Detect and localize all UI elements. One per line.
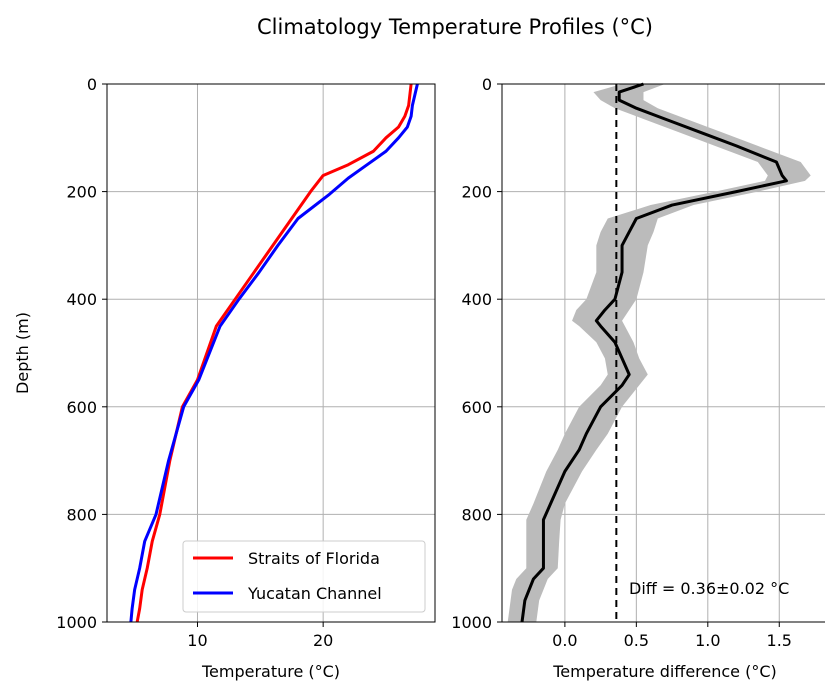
legend-label-straits: Straits of Florida xyxy=(248,549,380,568)
left-y-ticks: 0 200 400 600 800 1000 xyxy=(56,75,107,632)
left-plot-background xyxy=(107,84,435,622)
x-tick-label: 1.5 xyxy=(767,631,792,650)
series-difference-line xyxy=(520,82,788,623)
series-straits-of-florida-line xyxy=(135,83,413,623)
x-tick-label: 1.0 xyxy=(695,631,720,650)
right-plot-frame xyxy=(501,83,825,623)
y-tick-label: 400 xyxy=(461,290,492,309)
y-tick-label: 400 xyxy=(66,290,97,309)
y-tick-label: 800 xyxy=(66,505,97,524)
diff-annotation: Diff = 0.36±0.02 °C xyxy=(629,579,789,598)
x-tick-label: 0.0 xyxy=(552,631,577,650)
y-tick-label: 200 xyxy=(461,183,492,202)
series-yucatan-channel-line xyxy=(129,83,419,623)
figure-title: Climatology Temperature Profiles (°C) xyxy=(257,15,653,39)
right-x-axis-label: Temperature difference (°C) xyxy=(552,662,777,681)
y-tick-label: 0 xyxy=(482,75,492,94)
legend-label-yucatan: Yucatan Channel xyxy=(247,584,382,603)
x-tick-label: 10 xyxy=(187,631,207,650)
uncertainty-band xyxy=(507,84,811,622)
legend: Straits of Florida Yucatan Channel xyxy=(182,540,426,613)
left-x-axis-label: Temperature (°C) xyxy=(201,662,340,681)
y-tick-label: 1000 xyxy=(56,613,97,632)
right-uncertainty-band xyxy=(507,84,811,622)
legend-box xyxy=(182,540,426,613)
left-plot-frame xyxy=(106,83,436,623)
right-series xyxy=(520,82,788,623)
right-plot: 0.0 0.5 1.0 1.5 0 200 400 600 800 1000 Temperatu… xyxy=(451,75,825,681)
y-tick-label: 600 xyxy=(66,398,97,417)
right-x-ticks: 0.0 0.5 1.0 1.5 xyxy=(552,622,792,650)
y-tick-label: 800 xyxy=(461,505,492,524)
y-tick-label: 600 xyxy=(461,398,492,417)
left-x-ticks: 10 20 xyxy=(187,622,333,650)
right-y-ticks: 0 200 400 600 800 1000 xyxy=(451,75,502,632)
y-tick-label: 0 xyxy=(87,75,97,94)
y-tick-label: 200 xyxy=(66,183,97,202)
x-tick-label: 0.5 xyxy=(624,631,649,650)
left-y-axis-label: Depth (m) xyxy=(13,312,32,394)
x-tick-label: 20 xyxy=(313,631,333,650)
y-tick-label: 1000 xyxy=(451,613,492,632)
left-series xyxy=(129,83,419,623)
